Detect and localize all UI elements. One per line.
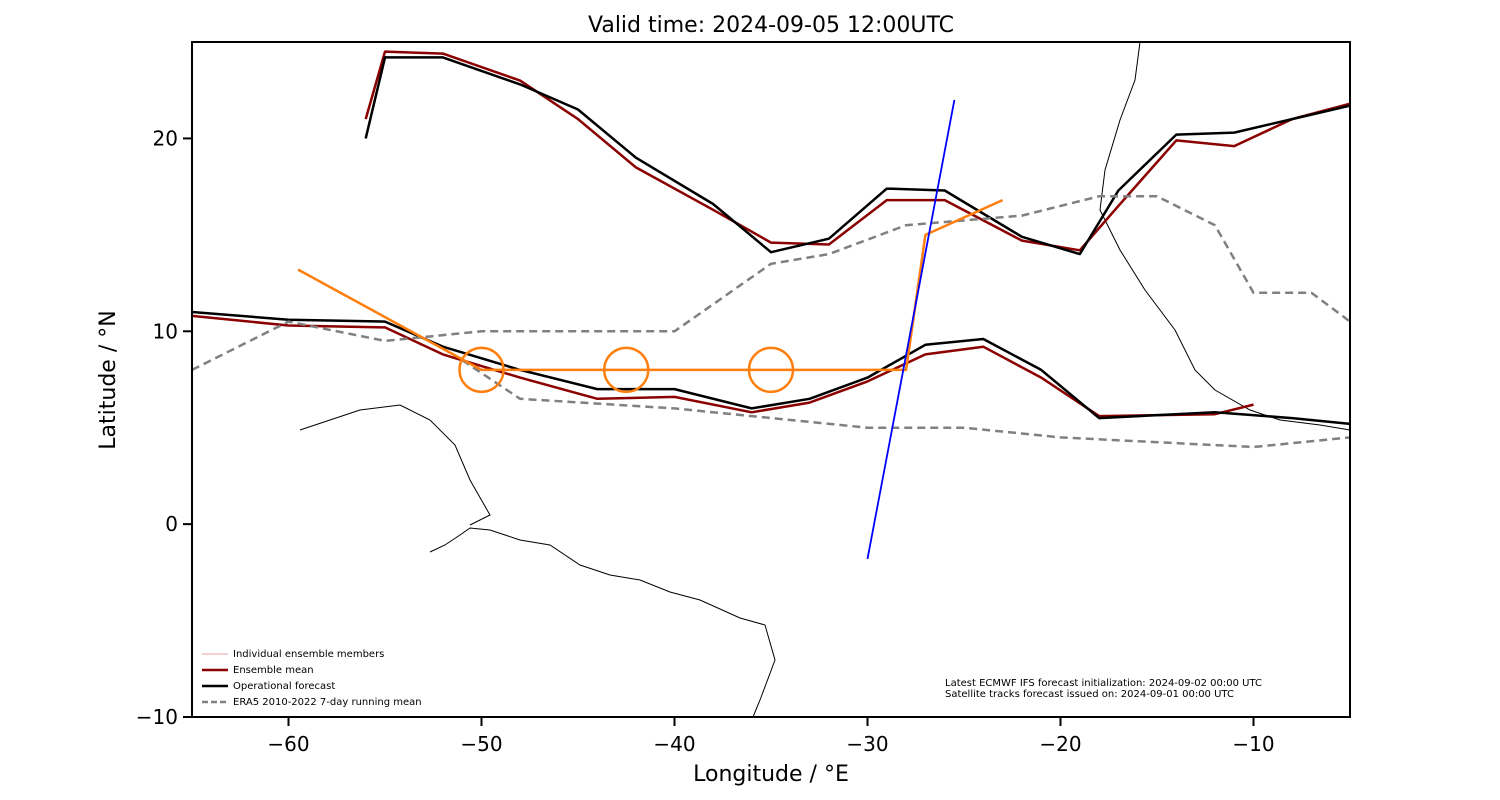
legend-label: Ensemble mean bbox=[233, 665, 314, 676]
plot-frame bbox=[191, 41, 1351, 718]
plot-area bbox=[191, 41, 1351, 718]
y-tick-label: 0 bbox=[165, 512, 178, 536]
coastline bbox=[429, 527, 776, 718]
x-tick-label: −60 bbox=[267, 732, 309, 756]
y-axis-label: Latitude / °N bbox=[96, 310, 121, 449]
legend: Individual ensemble members Ensemble mean… bbox=[202, 649, 422, 708]
x-tick-label: −40 bbox=[653, 732, 695, 756]
track-circle bbox=[603, 346, 650, 394]
contour-line bbox=[191, 50, 1351, 418]
y-tick-label: −10 bbox=[136, 705, 178, 729]
legend-label: ERA5 2010-2022 7-day running mean bbox=[233, 697, 422, 708]
coastline bbox=[299, 404, 491, 526]
x-tick-label: −20 bbox=[1039, 732, 1081, 756]
x-tick-label: −50 bbox=[460, 732, 502, 756]
x-axis-label: Longitude / °E bbox=[693, 762, 849, 787]
track-circle bbox=[458, 346, 505, 394]
contour-line bbox=[191, 195, 1351, 449]
annotation: Satellite tracks forecast issued on: 202… bbox=[945, 689, 1234, 700]
track-circle bbox=[747, 346, 795, 394]
y-tick-label: 10 bbox=[153, 319, 178, 343]
annotation: Latest ECMWF IFS forecast initialization… bbox=[945, 678, 1262, 689]
legend-label: Operational forecast bbox=[233, 681, 335, 692]
x-tick-label: −30 bbox=[846, 732, 888, 756]
legend-label: Individual ensemble members bbox=[233, 649, 384, 660]
coastline bbox=[1099, 41, 1351, 431]
x-tick-label: −10 bbox=[1232, 732, 1274, 756]
chart-title: Valid time: 2024-09-05 12:00UTC bbox=[588, 13, 954, 38]
satellite-track bbox=[297, 198, 1004, 372]
y-tick-label: 20 bbox=[153, 126, 178, 150]
satellite-track bbox=[866, 99, 956, 560]
